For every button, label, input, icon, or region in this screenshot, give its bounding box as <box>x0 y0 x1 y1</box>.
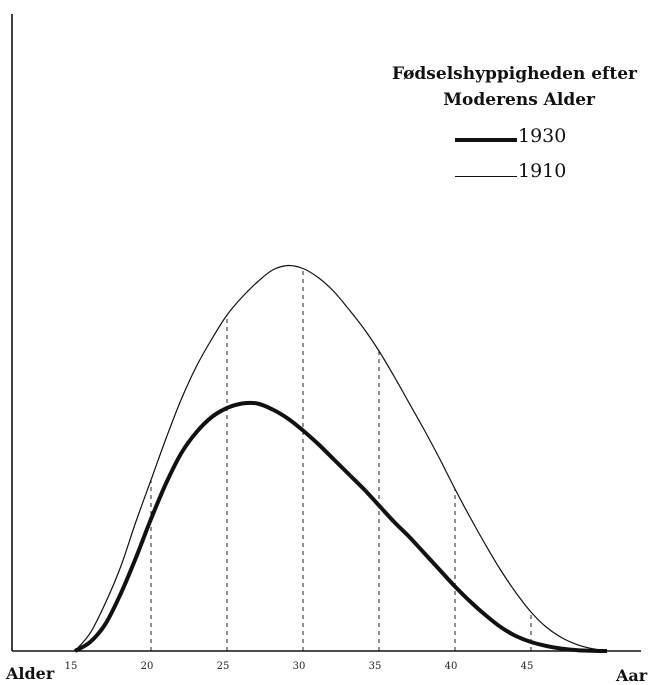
legend-swatch-thick <box>455 138 517 142</box>
x-tick-label-30: 30 <box>293 661 306 672</box>
legend-item-1910: 1910 <box>455 162 566 181</box>
x-axis-right-label: Aar <box>616 666 648 685</box>
x-tick-label-25: 25 <box>217 661 230 672</box>
x-axis-left-label: Alder <box>6 664 55 683</box>
x-tick-label-20: 20 <box>141 661 154 672</box>
x-tick-label-40: 40 <box>445 661 458 672</box>
grid-lines <box>150 268 532 651</box>
series-line-1930 <box>73 400 608 653</box>
legend-title-line1: Fødselshyppigheden efter <box>391 64 637 84</box>
legend-label-1930: 1930 <box>518 125 567 147</box>
legend-swatch-thin <box>455 176 517 177</box>
series-lines <box>73 264 608 653</box>
legend-item-1930: 1930 <box>455 127 566 146</box>
x-tick-label-35: 35 <box>369 661 382 672</box>
legend-label-1910: 1910 <box>518 160 567 182</box>
x-tick-labels: 15 20 25 30 35 40 45 <box>65 661 534 672</box>
legend-title-line2: Moderens Alder <box>443 90 595 110</box>
x-tick-label-15: 15 <box>65 661 78 672</box>
x-tick-label-45: 45 <box>521 661 534 672</box>
series-line-1910 <box>74 264 608 652</box>
